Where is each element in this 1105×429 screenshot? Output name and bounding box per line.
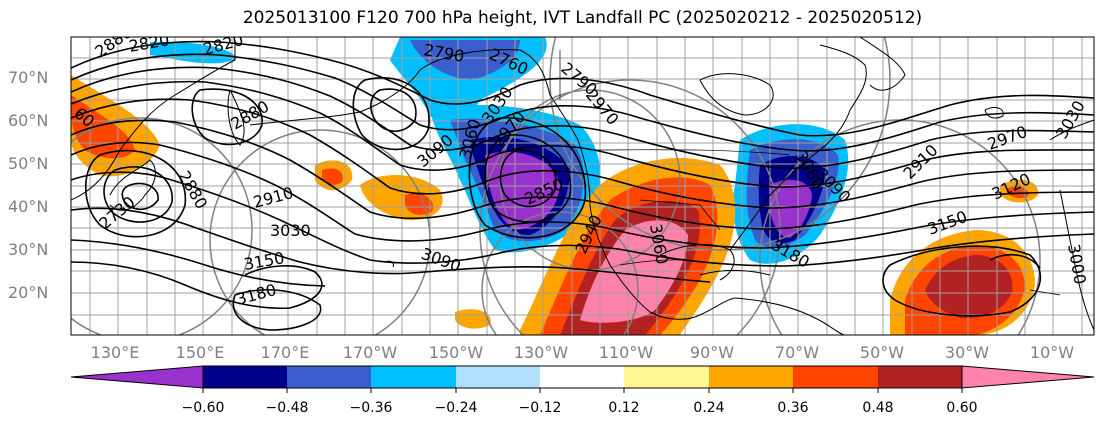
colorbar-segment — [878, 366, 962, 388]
colorbar-segment — [456, 366, 540, 388]
lon-label: 130°W — [513, 343, 569, 362]
coast-mexico-gulf — [659, 244, 735, 281]
colorbar-segment — [371, 366, 456, 388]
borders — [559, 50, 1061, 296]
lat-label: 20°N — [8, 283, 49, 302]
low-w-pacific — [121, 182, 159, 211]
lon-label: 170°E — [260, 343, 310, 362]
coast-canada-east — [819, 44, 867, 111]
colorbar-segment — [624, 366, 709, 388]
lon-label: 10°W — [1029, 343, 1075, 362]
lat-label: 60°N — [8, 111, 49, 130]
region-circles — [71, 37, 1041, 335]
colorbar-tick-label: −0.12 — [518, 400, 562, 416]
colorbar-tick-label: 0.24 — [693, 400, 725, 416]
map-frame — [70, 36, 1095, 336]
coast-us-east — [729, 109, 851, 251]
coast-nw-america — [549, 94, 651, 313]
colorbar-tick-label: −0.48 — [265, 400, 309, 416]
colorbar-segment — [540, 366, 624, 388]
colorbar-segment — [203, 366, 287, 388]
coast-africa — [1059, 189, 1094, 331]
height-contours — [71, 40, 1094, 331]
lon-label: 170°W — [342, 343, 398, 362]
pink-region-mexico — [580, 220, 688, 323]
coast-europe — [1049, 119, 1094, 141]
contour-label: 3030 — [270, 221, 311, 240]
lon-label: 110°W — [598, 343, 654, 362]
lat-label: 40°N — [8, 197, 49, 216]
lat-label: 50°N — [8, 154, 49, 173]
lon-label: 30°W — [944, 343, 990, 362]
low-alaska — [370, 88, 417, 133]
coast-asia-east — [71, 42, 236, 201]
low-ne-pacific — [499, 149, 557, 208]
colorbar-segment — [287, 366, 371, 388]
colorbar-segment — [793, 366, 878, 388]
coast-kamchatka — [227, 89, 245, 146]
colorbar-tick-label: 0.36 — [777, 400, 809, 416]
map-title: 2025013100 F120 700 hPa height, IVT Land… — [242, 8, 923, 28]
lon-label: 50°W — [859, 343, 905, 362]
coast-alaska — [359, 49, 551, 113]
colorbar-tick-label: 0.48 — [862, 400, 894, 416]
lon-label: 70°W — [774, 343, 820, 362]
lat-label: 70°N — [8, 68, 49, 87]
lon-label: 150°W — [428, 343, 484, 362]
lon-label: 130°E — [90, 343, 140, 362]
colorbar-extend-low — [70, 365, 204, 389]
coast-japan — [109, 159, 156, 211]
high-subtropical — [232, 289, 322, 331]
colorbar-tick-label: 0.12 — [608, 400, 640, 416]
colorbar-segment — [709, 366, 793, 388]
coast-south-america — [734, 297, 846, 335]
colorbar-extend-high — [961, 365, 1095, 389]
lat-label: 30°N — [8, 240, 49, 259]
lon-label: 90°W — [689, 343, 735, 362]
map-area: 2880 2820 2820 2790 2760 2790 2970 2880 … — [71, 37, 1094, 335]
coast-caribbean — [699, 269, 771, 276]
coast-hudson — [699, 73, 774, 116]
colorbar-tick-label: −0.36 — [349, 400, 393, 416]
coast-central-america — [649, 297, 736, 320]
coast-iceland — [984, 107, 1004, 119]
colorbar-tick-label: −0.24 — [434, 400, 478, 416]
colorbar-tick-label: 0.60 — [946, 400, 978, 416]
colorbar — [70, 365, 1095, 393]
colorbar-tick-label: −0.60 — [181, 400, 225, 416]
coast-greenland — [859, 37, 906, 91]
lon-label: 150°E — [175, 343, 225, 362]
